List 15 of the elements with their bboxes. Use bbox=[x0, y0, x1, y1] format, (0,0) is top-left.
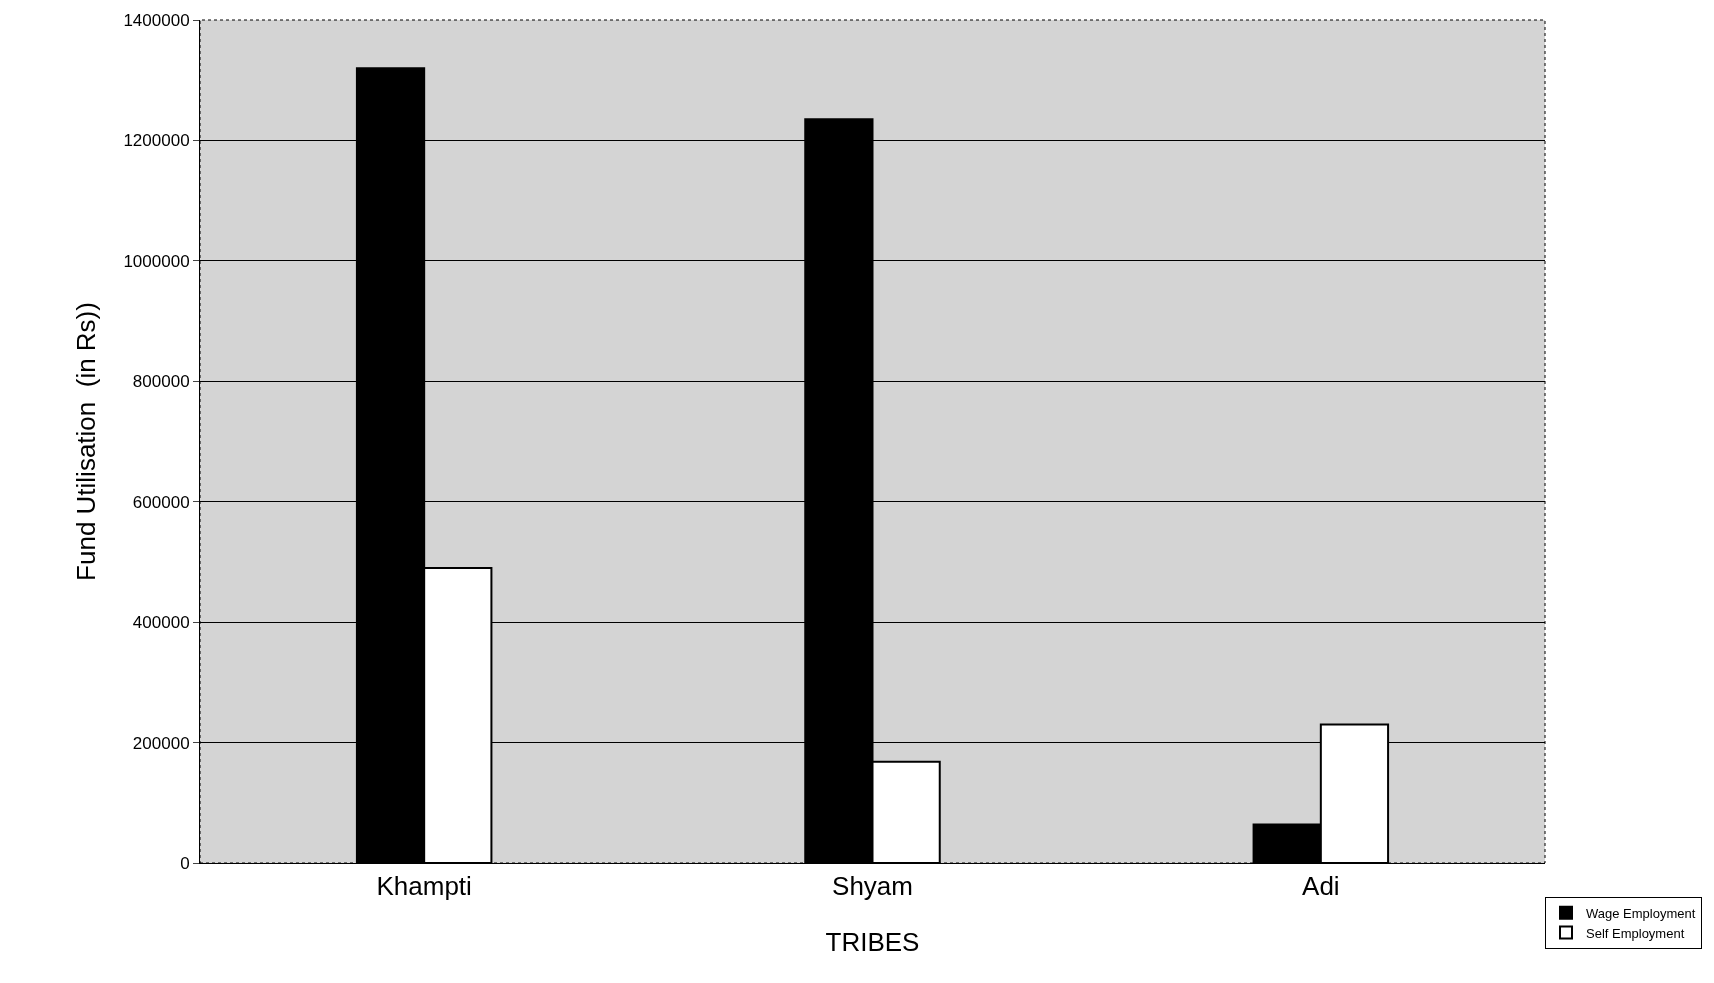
x-tick-label: Adi bbox=[1302, 871, 1340, 902]
x-tick-label: Shyam bbox=[832, 871, 913, 902]
y-tick-label: 600000 bbox=[132, 492, 190, 512]
y-tick-label: 200000 bbox=[132, 733, 190, 753]
y-tick-label: 1000000 bbox=[123, 251, 190, 271]
y-tick-label: 0 bbox=[180, 853, 190, 873]
y-tick-label: 1400000 bbox=[123, 10, 190, 30]
y-tick-label: 1200000 bbox=[123, 131, 190, 151]
x-axis-title: TRIBES bbox=[825, 927, 920, 957]
x-tick-label: Khampti bbox=[376, 871, 472, 902]
y-tick-label: 400000 bbox=[132, 613, 190, 633]
legend-label: Wage Employment bbox=[1586, 905, 1696, 921]
y-axis-title: Fund Utilisation (in Rs)) bbox=[70, 302, 101, 581]
y-tick-label: 800000 bbox=[132, 372, 190, 392]
legend-label: Self Employment bbox=[1586, 925, 1685, 941]
